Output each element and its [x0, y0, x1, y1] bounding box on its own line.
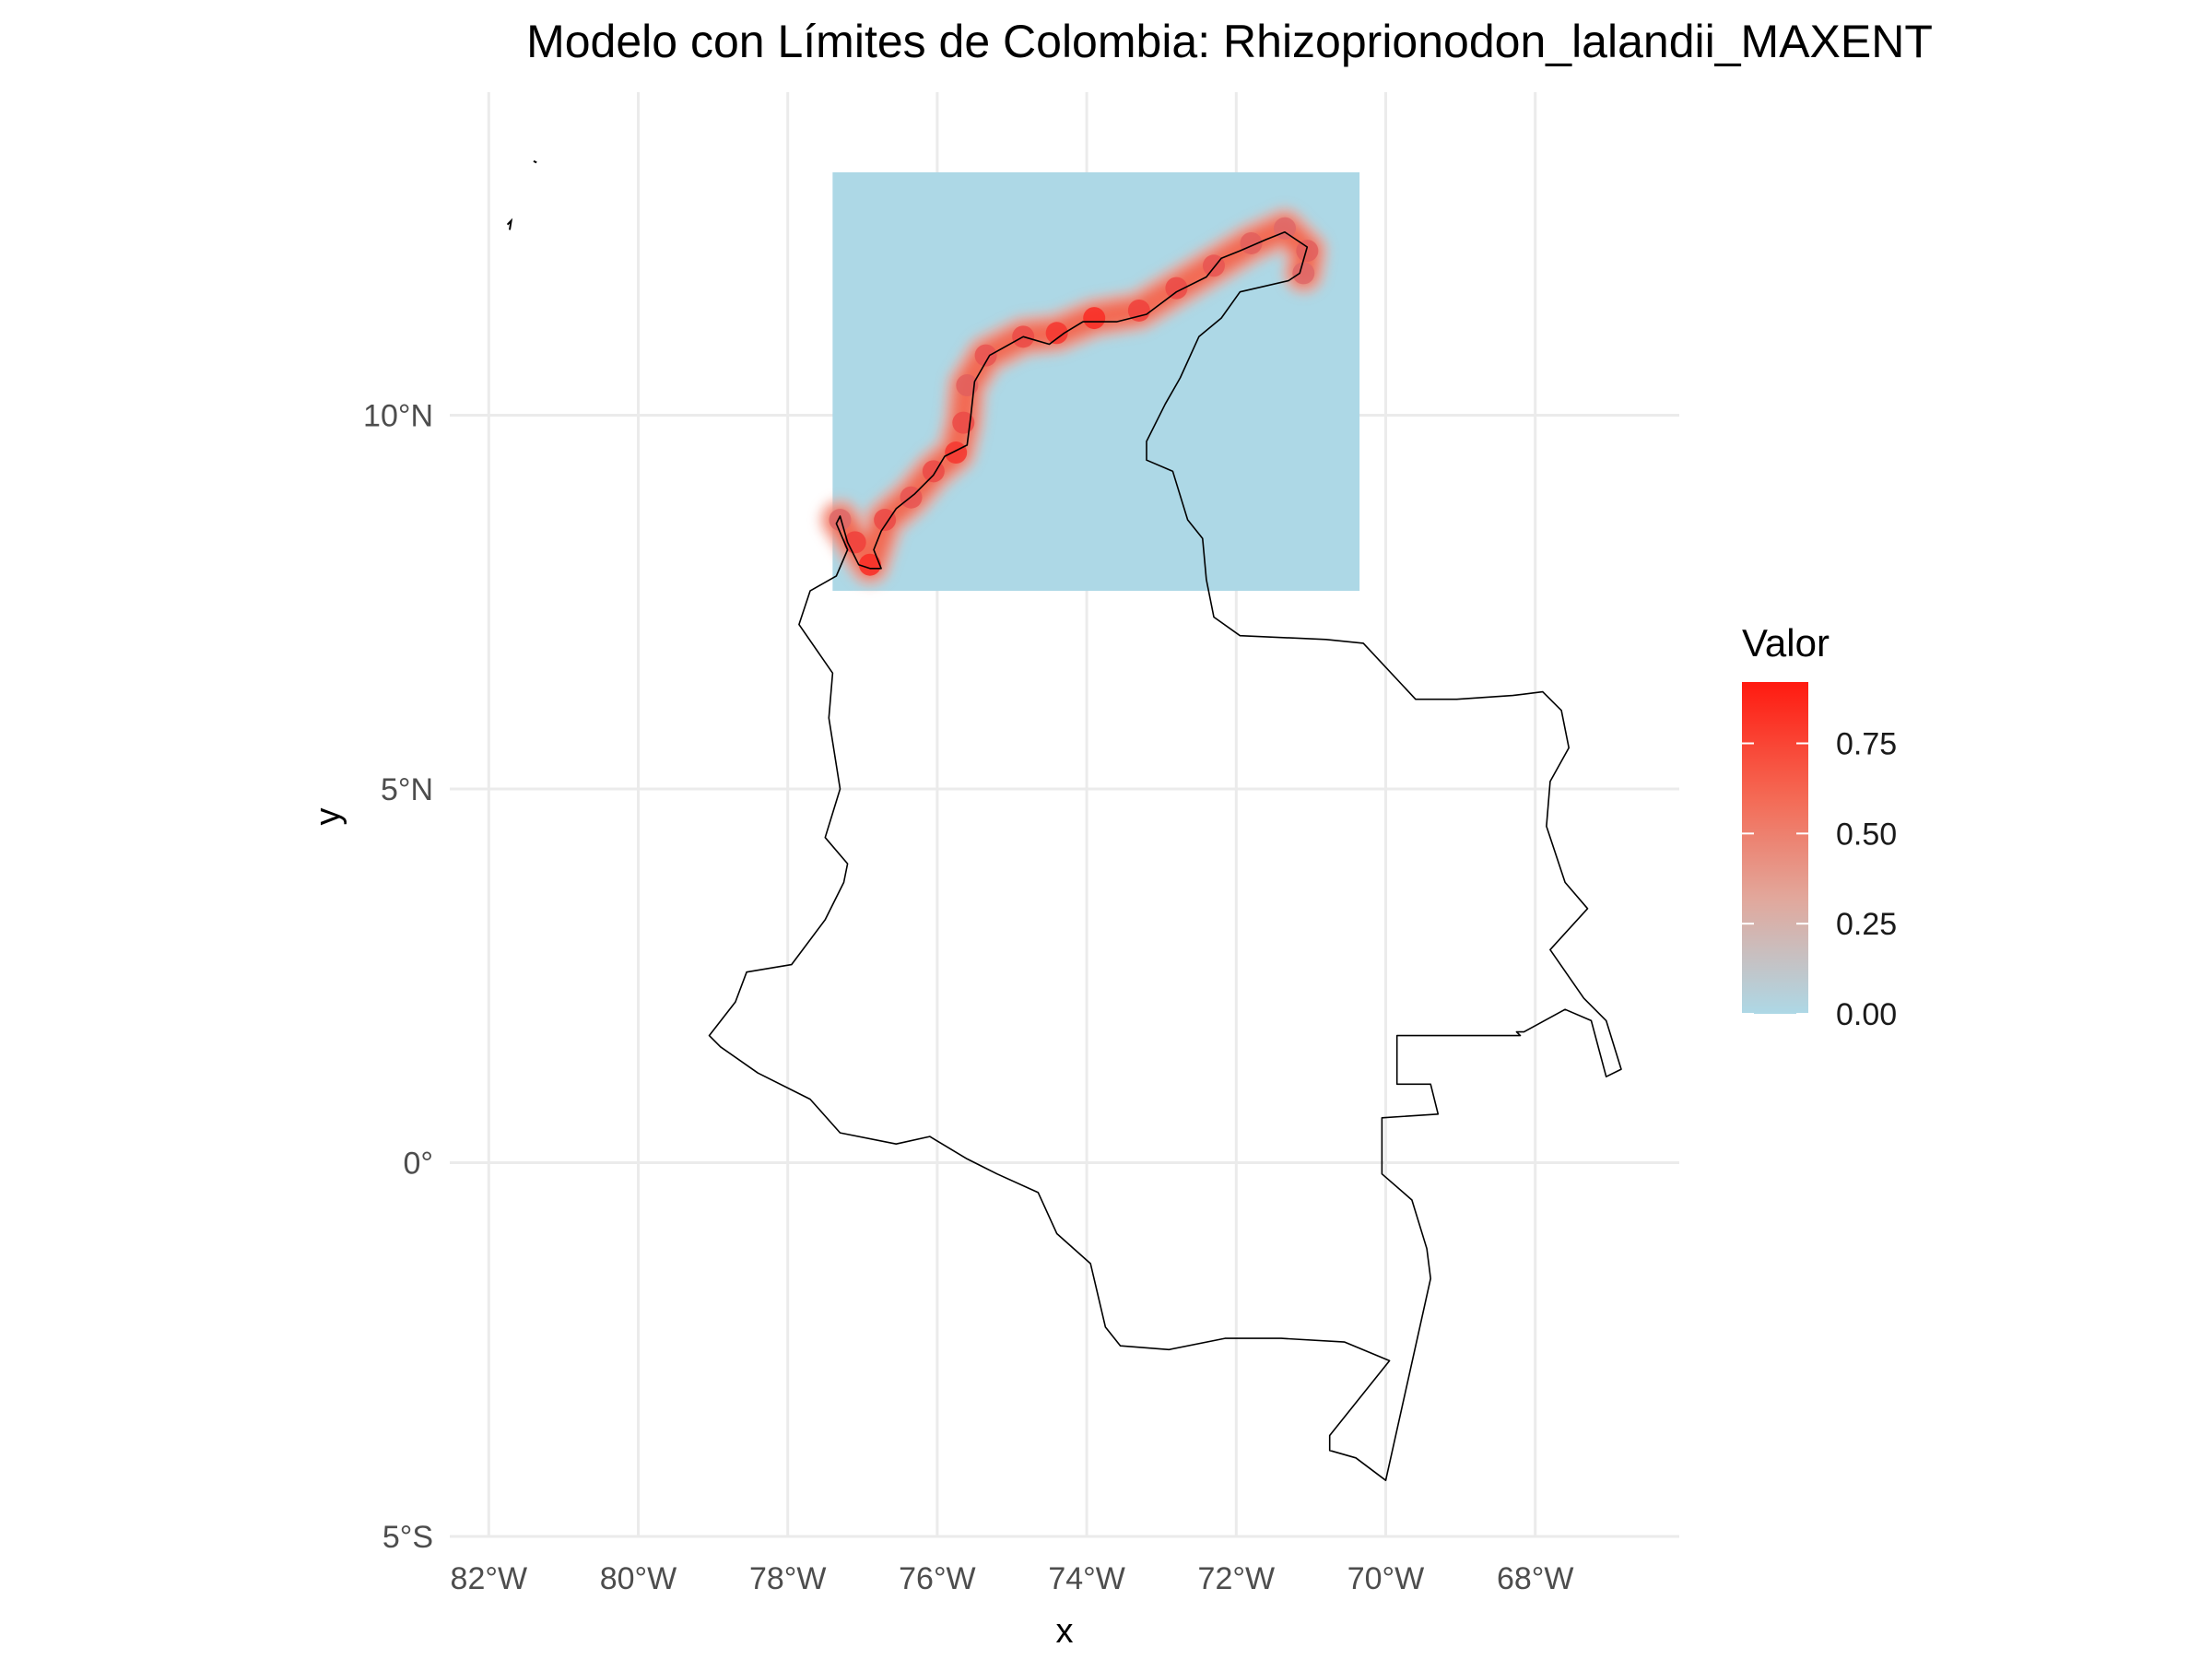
- suitability-cell: [956, 374, 979, 397]
- colombia-boundary: [506, 159, 1622, 1481]
- x-tick-label: 80°W: [600, 1561, 677, 1596]
- suitability-cell: [1296, 240, 1319, 263]
- y-tick-label: 0°: [403, 1147, 433, 1182]
- legend-ticks: 0.75 0.50 0.25 0.00: [1742, 727, 1897, 1032]
- x-tick-label: 82°W: [451, 1561, 528, 1596]
- legend-colorbar: [1742, 682, 1808, 1014]
- legend-title: Valor: [1742, 621, 1830, 665]
- island-outline: [533, 159, 537, 164]
- x-axis-ticks: 82°W 80°W 78°W 76°W 74°W 72°W 70°W 68°W: [451, 1561, 1574, 1596]
- suitability-cell: [829, 509, 852, 532]
- legend-tick-label: 0.25: [1836, 907, 1897, 942]
- y-tick-label: 5°S: [382, 1520, 433, 1555]
- legend-tick-label: 0.50: [1836, 817, 1897, 852]
- suitability-cell: [1165, 276, 1188, 300]
- suitability-cell: [1127, 299, 1150, 322]
- x-axis-label: x: [1056, 1612, 1074, 1651]
- x-tick-label: 72°W: [1198, 1561, 1276, 1596]
- suitability-cell: [1083, 307, 1106, 330]
- suitability-cell: [1045, 322, 1068, 345]
- suitability-raster: [818, 171, 1360, 592]
- suitability-cell: [1274, 217, 1297, 240]
- y-tick-label: 5°N: [381, 772, 433, 807]
- suitability-cell: [1292, 262, 1315, 285]
- island-outline: [506, 218, 513, 230]
- y-axis-ticks: 10°N 5°N 0° 5°S: [363, 399, 433, 1556]
- legend-tick-label: 0.75: [1836, 727, 1897, 762]
- x-tick-label: 76°W: [899, 1561, 976, 1596]
- suitability-cell: [858, 553, 881, 576]
- suitability-cell: [874, 509, 897, 532]
- suitability-cell: [922, 460, 945, 483]
- legend-tick-label: 0.00: [1836, 997, 1897, 1032]
- suitability-cell: [945, 441, 968, 465]
- x-tick-label: 74°W: [1048, 1561, 1125, 1596]
- x-tick-label: 78°W: [749, 1561, 827, 1596]
- country-outline: [708, 231, 1622, 1481]
- legend: Valor 0.75 0.50 0.25 0.00: [1742, 621, 1897, 1032]
- y-axis-label: y: [309, 808, 347, 826]
- y-tick-label: 10°N: [363, 399, 433, 434]
- suitability-cell: [974, 344, 997, 367]
- x-tick-label: 70°W: [1347, 1561, 1425, 1596]
- x-tick-label: 68°W: [1497, 1561, 1574, 1596]
- chart-title: Modelo con Límites de Colombia: Rhizopri…: [526, 16, 1933, 67]
